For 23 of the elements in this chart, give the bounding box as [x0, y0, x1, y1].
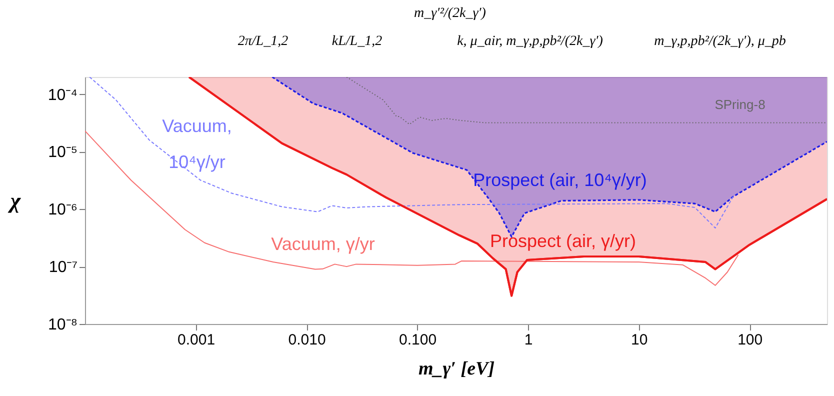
- text: kL/L_1,2: [332, 34, 382, 49]
- text: 2π/L_1,2: [238, 34, 288, 49]
- series-label: Prospect (air, 10⁴γ/yr): [473, 170, 647, 190]
- x-tick-label: 1: [524, 332, 533, 348]
- x-tick-label: 100: [738, 332, 763, 348]
- y-tick-label: 10⁻⁴: [48, 86, 78, 104]
- series-label: Vacuum, 10⁴γ/yr: [162, 116, 232, 172]
- x-tick-label: 10: [630, 332, 648, 348]
- y-tick-label: 10⁻⁸: [48, 316, 78, 334]
- text: m_γ,p,pb²/(2k_γ′), μ_pb: [654, 34, 786, 49]
- text: m_γ′²/(2k_γ′): [414, 6, 486, 21]
- y-tick-label: 10⁻⁷: [48, 259, 78, 276]
- y-tick-label: 10⁻⁶: [48, 202, 78, 219]
- y-tick-label: 10⁻⁵: [48, 144, 78, 162]
- x-axis-title: m_γ′ [eV]: [418, 358, 495, 380]
- series-label: Vacuum, γ/yr: [271, 234, 375, 254]
- y-axis-title: χ: [7, 188, 22, 213]
- x-tick-label: 0.100: [399, 332, 437, 348]
- x-tick-label: 0.001: [177, 332, 216, 348]
- series-label: Prospect (air, γ/yr): [490, 231, 636, 251]
- series-label: SPring-8: [714, 97, 766, 112]
- x-tick-label: 0.010: [288, 332, 326, 348]
- text: k, μ_air, m_γ,p,pb²/(2k_γ′): [457, 34, 604, 49]
